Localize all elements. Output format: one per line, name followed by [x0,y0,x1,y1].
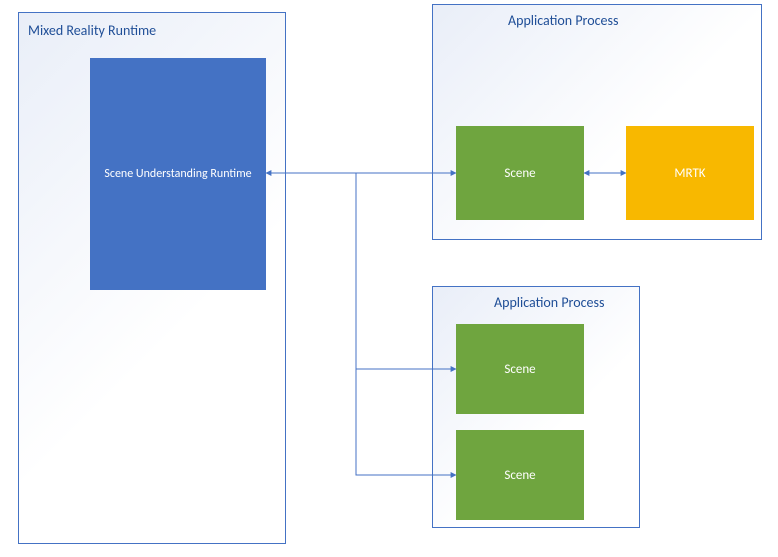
node-label: Scene Understanding Runtime [104,167,251,181]
node-mrtk: MRTK [626,126,754,220]
container-title-mixed-reality-runtime: Mixed Reality Runtime [28,22,156,39]
node-scene-2: Scene [456,324,584,414]
container-title-application-process-2: Application Process [494,294,604,311]
node-label: MRTK [674,166,705,181]
node-label: Scene [504,468,535,483]
node-scene-1: Scene [456,126,584,220]
node-label: Scene [504,362,535,377]
container-title-application-process-1: Application Process [508,12,618,29]
node-scene-3: Scene [456,430,584,520]
node-label: Scene [504,166,535,181]
node-scene-understanding-runtime: Scene Understanding Runtime [90,58,266,290]
